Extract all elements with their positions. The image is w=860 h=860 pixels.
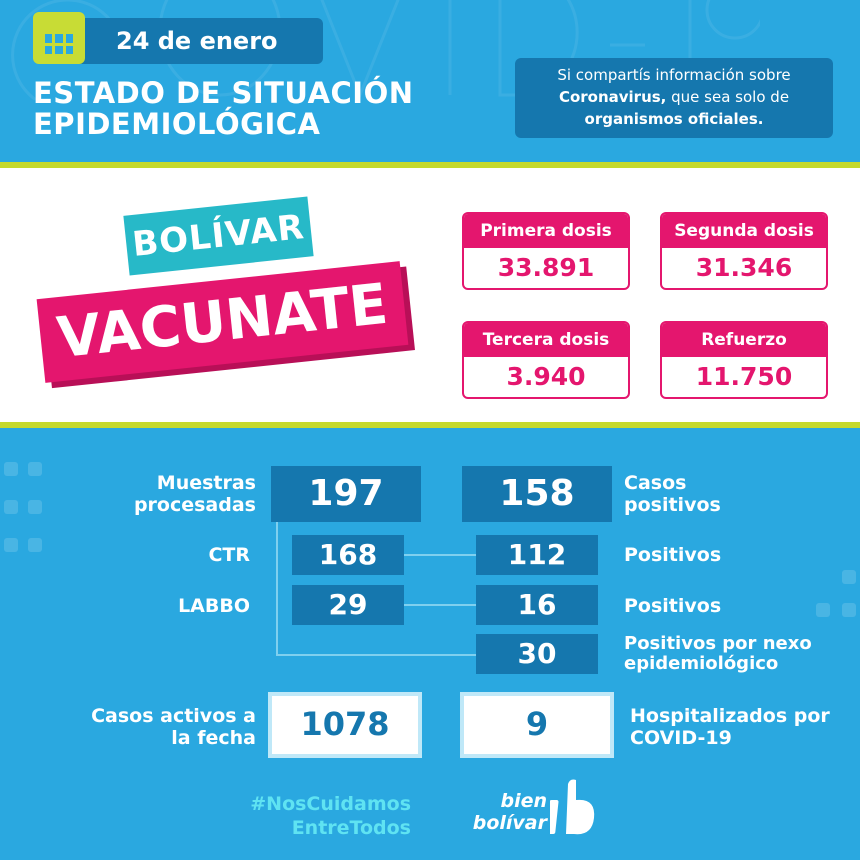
ctr-label: CTR: [208, 544, 250, 566]
dose-card-tercera: Tercera dosis 3.940: [462, 321, 630, 399]
dose-label: Refuerzo: [662, 323, 826, 357]
dose-value: 31.346: [695, 253, 793, 282]
decor-square: [4, 500, 18, 514]
connector-line: [276, 654, 476, 656]
samples-value: 197: [271, 466, 421, 522]
labbo-value: 29: [292, 585, 404, 625]
divider: [0, 162, 860, 168]
decor-square: [4, 538, 18, 552]
notice-bold: Coronavirus,: [558, 88, 667, 106]
ctr-positive-label: Positivos: [624, 544, 722, 566]
connector-line: [404, 604, 476, 606]
connector-line: [404, 554, 476, 556]
bien-bolivar-logo: bien bolívar: [462, 790, 547, 834]
notice-text: Si compartís información sobre: [557, 66, 791, 84]
logo-text: bolívar: [472, 812, 547, 834]
decor-square: [816, 603, 830, 617]
labbo-label: LABBO: [178, 595, 250, 617]
logo-text: bien: [500, 790, 547, 812]
hospitalized-value: 9: [460, 692, 614, 758]
hospitalized-label: Hospitalizados por COVID-19: [630, 705, 830, 749]
samples-label: Muestras procesadas: [133, 472, 256, 516]
decor-square: [4, 462, 18, 476]
dose-value: 33.891: [497, 253, 595, 282]
notice-text: que sea solo de: [666, 88, 790, 106]
decor-square: [842, 603, 856, 617]
notice-bold: organismos oficiales.: [584, 110, 764, 128]
title-line-2: EPIDEMIOLÓGICA: [33, 107, 321, 141]
divider: [0, 422, 860, 428]
dose-label: Primera dosis: [464, 214, 628, 248]
decor-square: [28, 462, 42, 476]
date-badge: 24 de enero: [70, 18, 323, 64]
ctr-value: 168: [292, 535, 404, 575]
decor-square: [842, 570, 856, 584]
positive-value: 158: [462, 466, 612, 522]
decor-square: [28, 538, 42, 552]
dose-card-primera: Primera dosis 33.891: [462, 212, 630, 290]
nexo-label: Positivos por nexo epidemiológico: [624, 633, 812, 674]
nexo-value: 30: [476, 634, 598, 674]
page-title: ESTADO DE SITUACIÓN EPIDEMIOLÓGICA: [33, 78, 414, 140]
hashtag-line: #NosCuidamos: [250, 793, 411, 815]
dose-value: 3.940: [506, 362, 586, 391]
hashtag: #NosCuidamos EntreTodos: [215, 792, 411, 840]
ctr-positive-value: 112: [476, 535, 598, 575]
dose-value: 11.750: [695, 362, 793, 391]
dose-label: Segunda dosis: [662, 214, 826, 248]
active-cases-label: Casos activos a la fecha: [91, 705, 256, 749]
dose-card-refuerzo: Refuerzo 11.750: [660, 321, 828, 399]
thumbs-up-icon: [550, 779, 595, 835]
positive-label: Casos positivos: [624, 472, 721, 516]
dose-card-segunda: Segunda dosis 31.346: [660, 212, 828, 290]
labbo-positive-value: 16: [476, 585, 598, 625]
labbo-positive-label: Positivos: [624, 595, 722, 617]
decor-square: [28, 500, 42, 514]
title-line-1: ESTADO DE SITUACIÓN: [33, 76, 414, 110]
official-info-notice: Si compartís información sobre Coronavir…: [515, 58, 833, 138]
hashtag-line: EntreTodos: [291, 817, 411, 839]
calendar-icon: [33, 12, 85, 64]
dose-label: Tercera dosis: [464, 323, 628, 357]
connector-line: [276, 520, 278, 656]
active-cases-value: 1078: [268, 692, 422, 758]
